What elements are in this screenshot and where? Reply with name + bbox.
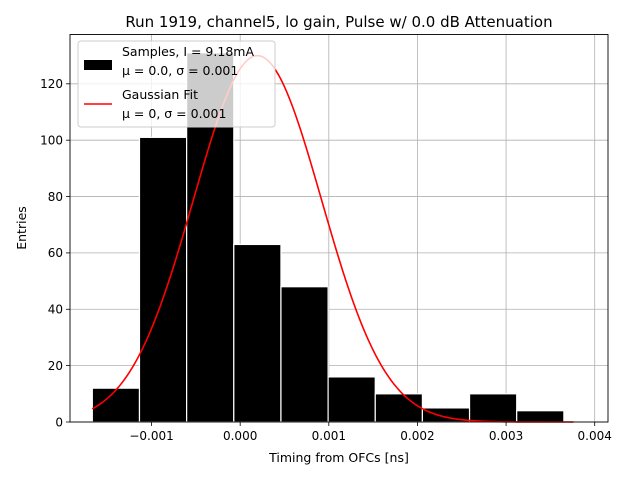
legend-samples-stats: μ = 0.0, σ = 0.001 bbox=[122, 63, 238, 78]
histogram-bar bbox=[280, 286, 329, 423]
histogram-bar bbox=[374, 393, 424, 423]
y-tick-label: 120 bbox=[40, 77, 63, 91]
y-axis-ticks: 0 20 40 60 80 100 120 bbox=[40, 77, 70, 429]
x-axis-label: Timing from OFCs [ns] bbox=[268, 450, 409, 465]
x-tick-label: 0.003 bbox=[489, 429, 523, 443]
y-tick-label: 60 bbox=[48, 246, 63, 260]
legend-fit-label: Gaussian Fit bbox=[122, 87, 198, 102]
legend-samples-label: Samples, I = 9.18mA bbox=[122, 44, 254, 59]
histogram-bar bbox=[516, 410, 565, 423]
histogram-bars bbox=[91, 52, 565, 423]
x-tick-label: 0.001 bbox=[312, 429, 346, 443]
x-tick-label: 0.004 bbox=[578, 429, 612, 443]
y-tick-label: 20 bbox=[48, 359, 63, 373]
legend-box bbox=[77, 40, 276, 128]
y-tick-label: 0 bbox=[55, 415, 63, 429]
x-tick-label: −0.001 bbox=[129, 429, 173, 443]
y-axis-label: Entries bbox=[14, 206, 29, 250]
histogram-bar bbox=[468, 393, 518, 423]
legend-fit-stats: μ = 0, σ = 0.001 bbox=[122, 106, 226, 121]
histogram-bar bbox=[327, 376, 376, 423]
histogram-bar bbox=[233, 243, 282, 423]
histogram-bar bbox=[138, 136, 188, 423]
legend: Samples, I = 9.18mA μ = 0.0, σ = 0.001 G… bbox=[77, 40, 276, 128]
x-tick-label: 0.000 bbox=[223, 429, 257, 443]
x-tick-label: 0.002 bbox=[400, 429, 434, 443]
legend-samples-swatch bbox=[84, 60, 112, 70]
y-tick-label: 100 bbox=[40, 133, 63, 147]
plot-frame bbox=[69, 34, 609, 423]
chart-title: Run 1919, channel5, lo gain, Pulse w/ 0.… bbox=[125, 13, 552, 31]
x-axis-ticks: −0.001 0.000 0.001 0.002 0.003 0.004 bbox=[129, 422, 612, 443]
y-tick-label: 80 bbox=[48, 190, 63, 204]
y-tick-label: 40 bbox=[48, 303, 63, 317]
